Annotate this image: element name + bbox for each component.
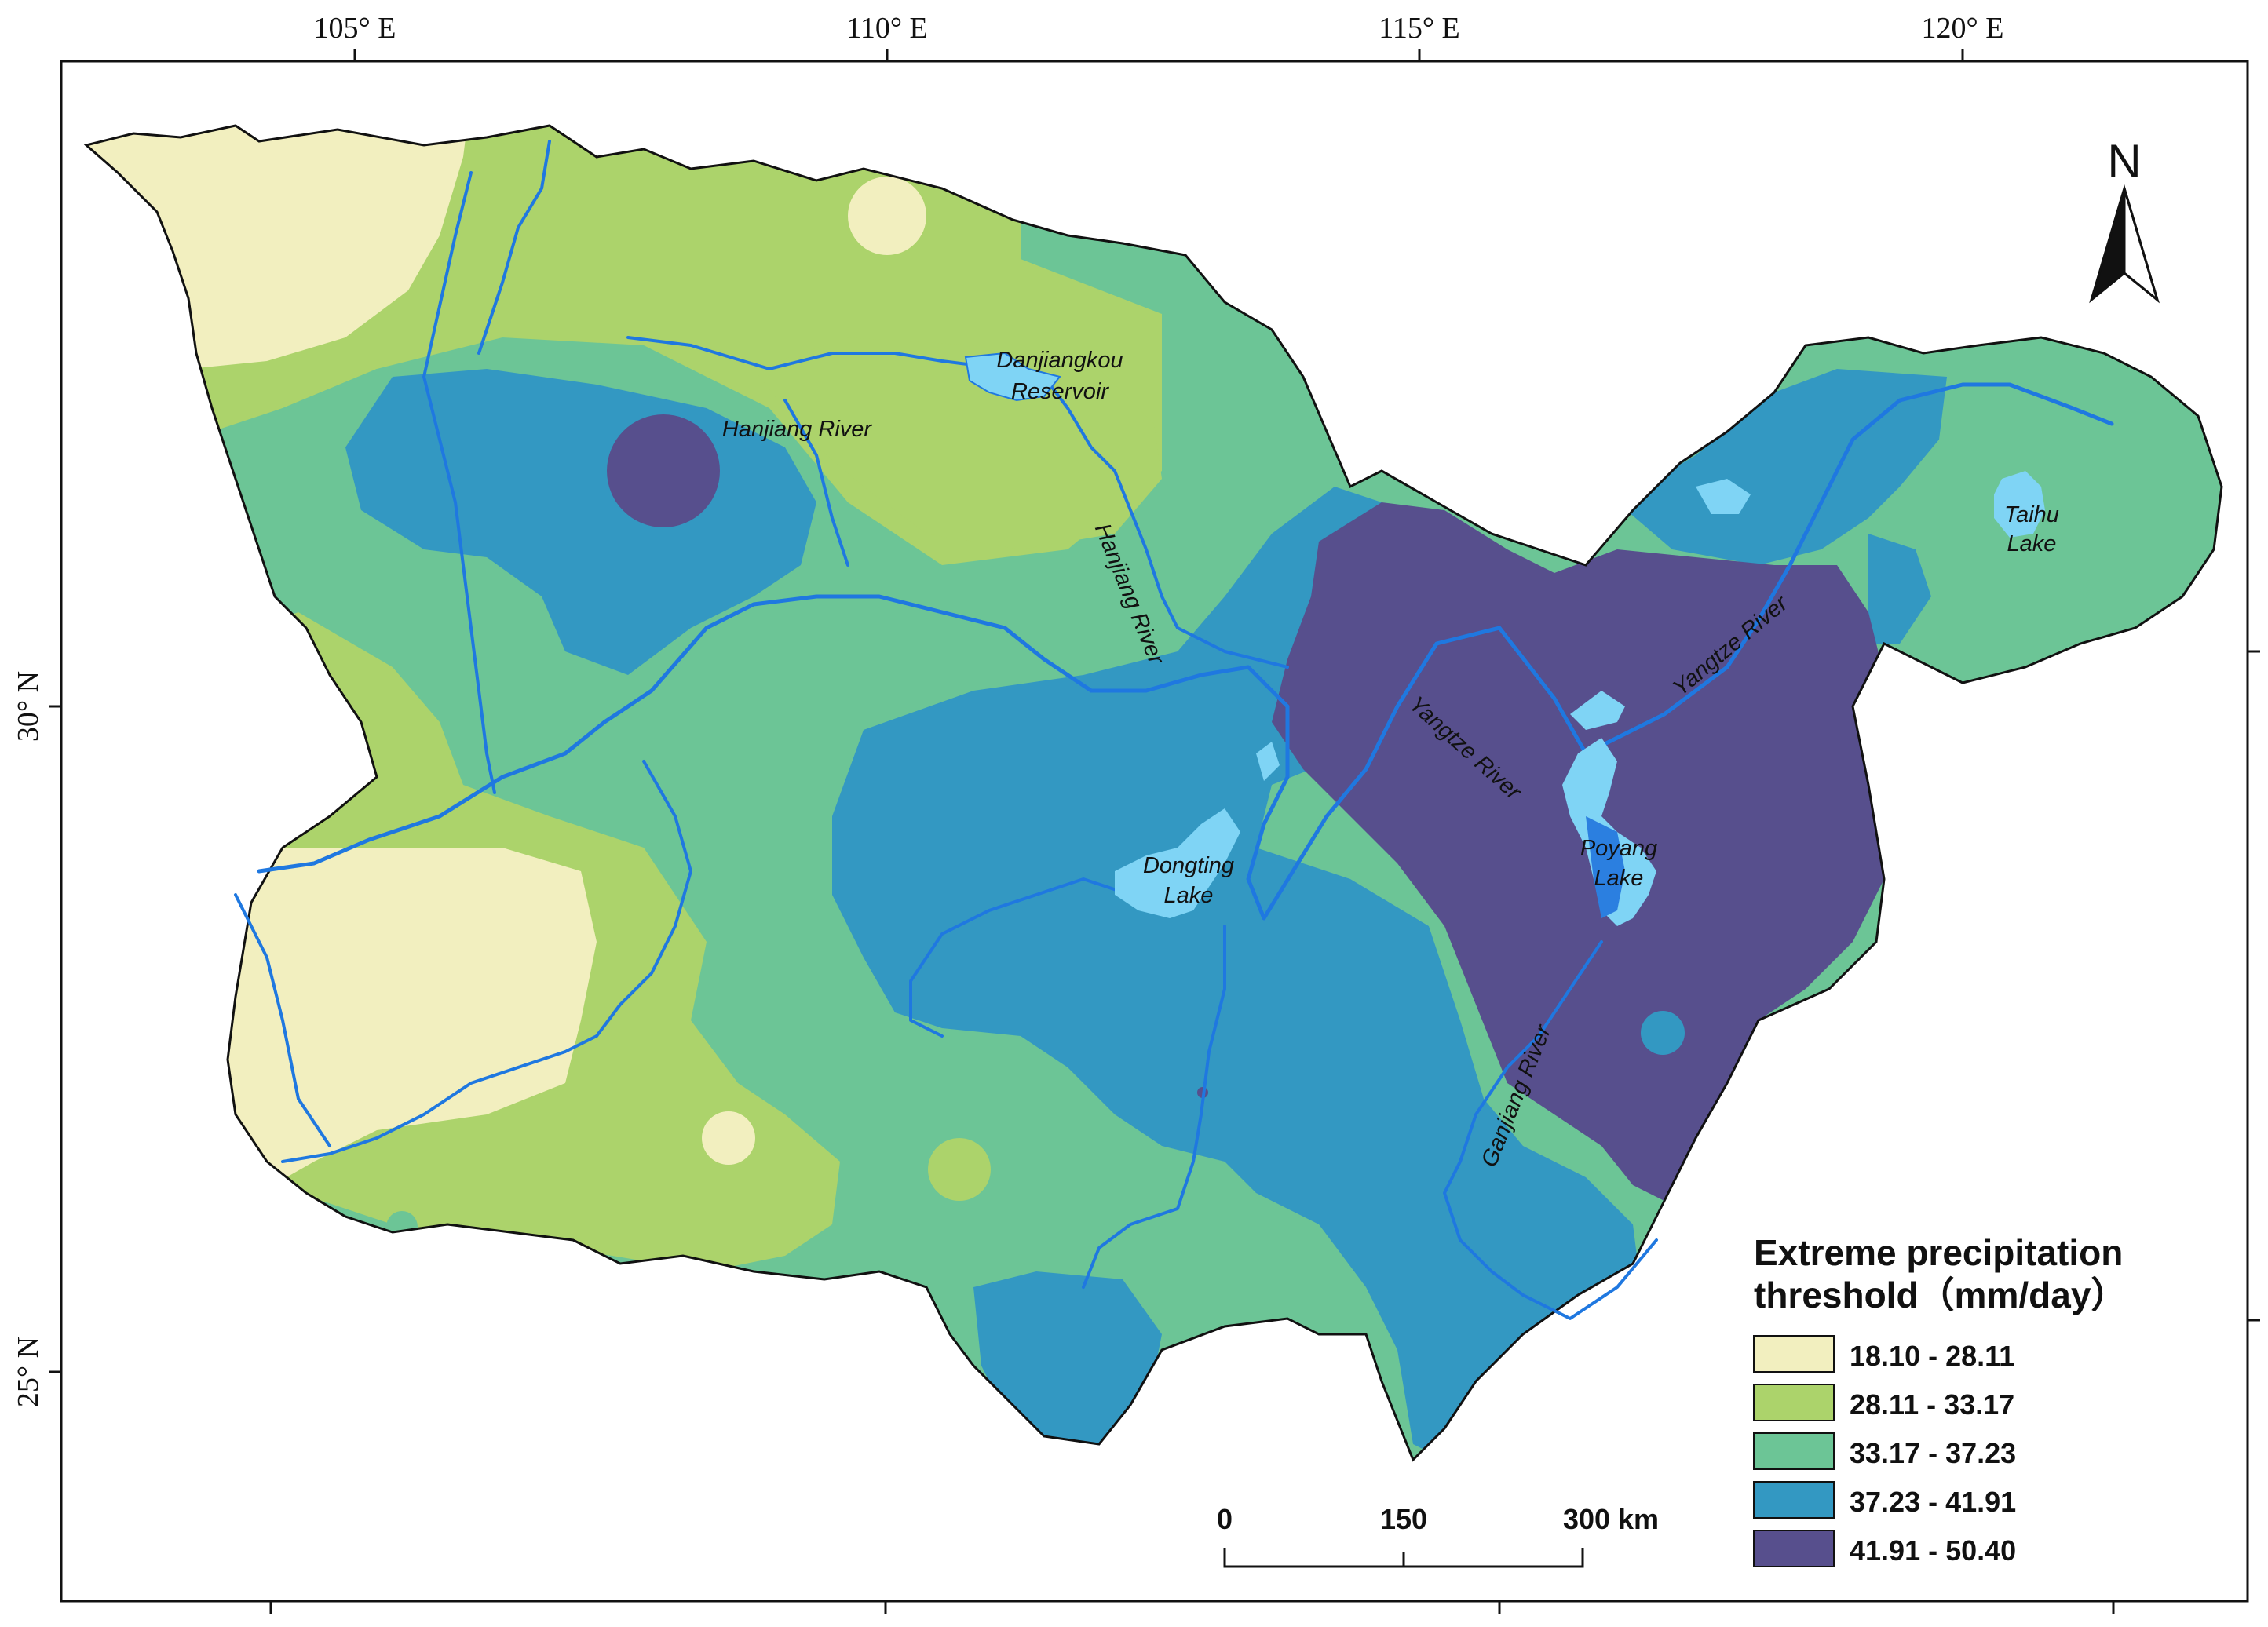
legend-title: Extreme precipitation bbox=[1754, 1232, 2123, 1273]
scale-label-150: 150 bbox=[1380, 1503, 1427, 1535]
hanjiang-river-upper-label: Hanjiang River bbox=[722, 417, 873, 442]
poyang-lake-label: Poyang bbox=[1580, 836, 1657, 861]
taihu-lake-label-2: Lake bbox=[2007, 531, 2057, 556]
scale-label-300: 300 km bbox=[1563, 1503, 1659, 1535]
scale-bar-line bbox=[1223, 1548, 1584, 1568]
danjiangkou-label: Danjiangkou bbox=[996, 348, 1123, 373]
min-river bbox=[477, 140, 551, 355]
lon-label-120: 120° E bbox=[1922, 12, 2004, 45]
poyang-lake-deep bbox=[1586, 816, 1625, 918]
legend-rows: 18.10 - 28.11 28.11 - 33.17 33.17 - 37.23 3… bbox=[1753, 1335, 2016, 1567]
lon-label-115: 115° E bbox=[1379, 12, 1460, 45]
river-network bbox=[234, 140, 2114, 1320]
north-anhui-lake bbox=[1696, 479, 1751, 514]
legend-label-4: 37.23 - 41.91 bbox=[1850, 1486, 2016, 1518]
poyang-lake-label-2: Lake bbox=[1594, 866, 1644, 891]
dongting-lake-label: Dongting bbox=[1143, 853, 1234, 878]
dongting-lake-label-2: Lake bbox=[1164, 883, 1214, 908]
danjiangkou-reservoir bbox=[964, 352, 1061, 402]
legend-label-5: 41.91 - 50.40 bbox=[1850, 1534, 2016, 1567]
taihu-lake bbox=[1994, 471, 2045, 538]
upper-tributary bbox=[783, 399, 849, 567]
legend-label-2: 28.11 - 33.17 bbox=[1850, 1388, 2014, 1421]
lon-label-105: 105° E bbox=[314, 12, 396, 45]
legend-swatch-1 bbox=[1753, 1335, 1835, 1373]
yangtze-main-river bbox=[257, 382, 2114, 921]
legend-label-3: 33.17 - 37.23 bbox=[1850, 1437, 2016, 1469]
legend-swatch-2 bbox=[1753, 1384, 1835, 1421]
north-arrow: N bbox=[2089, 135, 2160, 304]
legend: Extreme precipitation threshold（mm/day） … bbox=[1737, 1217, 2239, 1593]
water-bodies bbox=[964, 352, 2045, 926]
legend-title-2: threshold（mm/day） bbox=[1754, 1275, 2127, 1315]
scale-bar: 0 150 300 km bbox=[1217, 1503, 1659, 1568]
lat-label-25: 25° N bbox=[12, 1337, 45, 1407]
scale-label-0: 0 bbox=[1217, 1503, 1233, 1535]
legend-swatch-3 bbox=[1753, 1432, 1835, 1470]
taihu-lake-label: Taihu bbox=[2004, 502, 2059, 527]
graticule-ticks bbox=[49, 49, 2260, 1614]
lat-label-30: 30° N bbox=[12, 671, 45, 742]
poyang-north-lakes bbox=[1570, 691, 1625, 730]
lon-label-110: 110° E bbox=[846, 12, 928, 45]
dongting-lake bbox=[1115, 808, 1240, 918]
legend-swatch-5 bbox=[1753, 1530, 1835, 1567]
southwest-tributary bbox=[234, 893, 331, 1147]
basin-boundary bbox=[83, 124, 2223, 1462]
wu-river bbox=[281, 760, 692, 1163]
legend-swatch-4 bbox=[1753, 1481, 1835, 1519]
jialing-river bbox=[422, 171, 496, 794]
xiang-river bbox=[1082, 925, 1226, 1289]
hanjiang-river bbox=[626, 336, 1289, 669]
gan-river bbox=[1443, 940, 1658, 1320]
danjiangkou-label-2: Reservoir bbox=[1011, 379, 1109, 404]
dongting-lake-east bbox=[1256, 742, 1280, 781]
north-arrow-label: N bbox=[2107, 135, 2141, 188]
legend-label-1: 18.10 - 28.11 bbox=[1850, 1340, 2014, 1372]
precipitation-zones bbox=[86, 126, 2222, 1460]
